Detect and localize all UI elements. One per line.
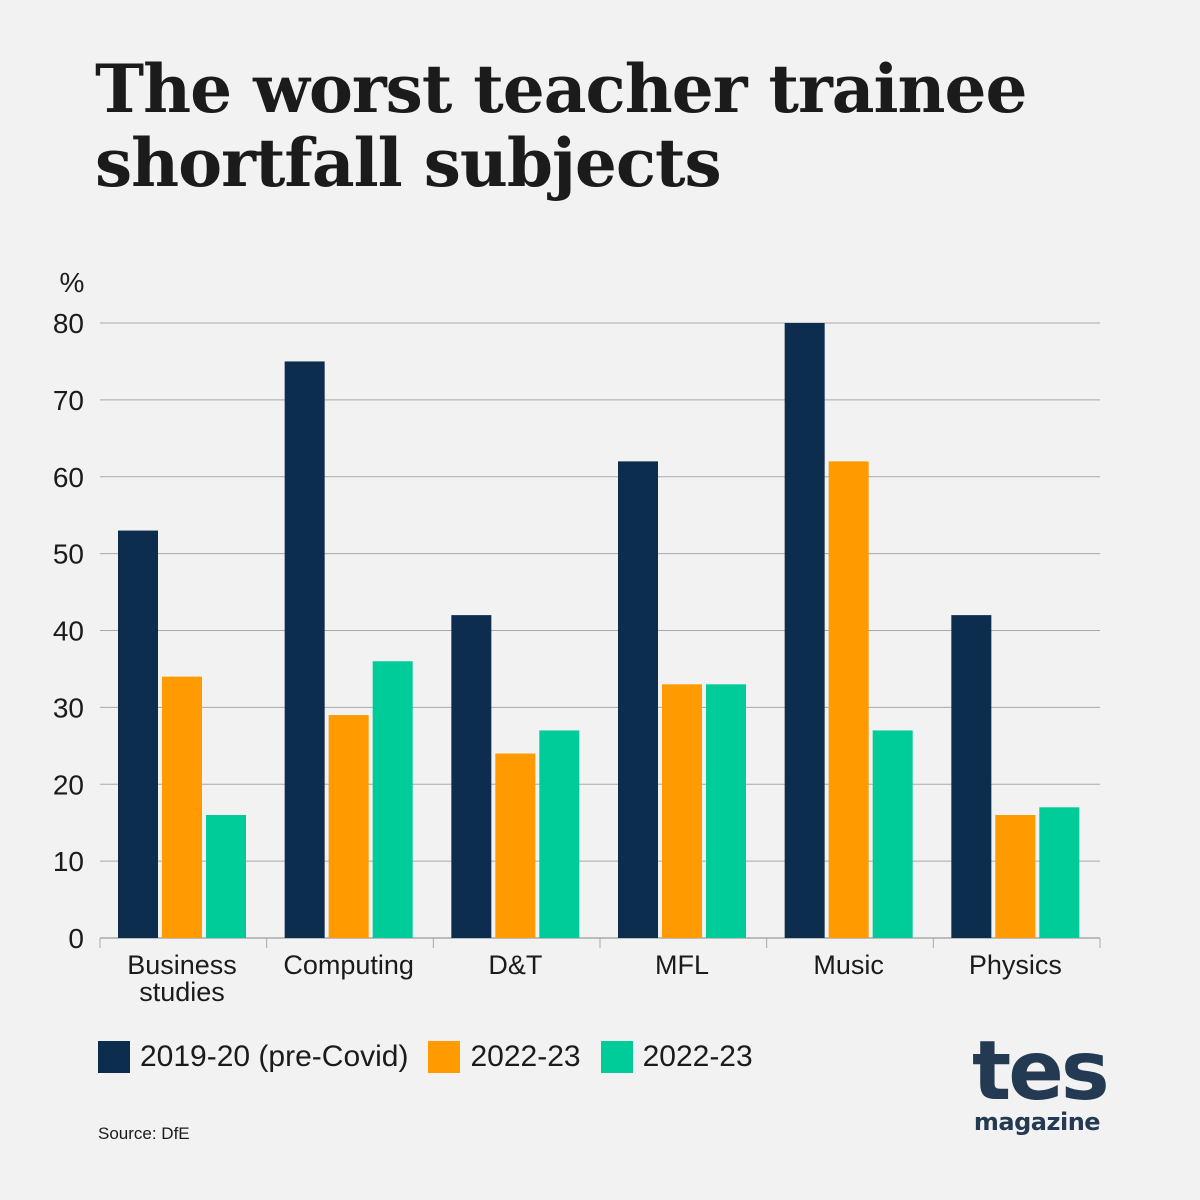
- grid-lines: [100, 322, 1100, 939]
- y-tick-label: 70: [53, 385, 84, 416]
- bar: [872, 730, 913, 938]
- y-tick-label: 10: [53, 846, 84, 877]
- legend-label: 2022-23: [470, 1040, 581, 1073]
- bar: [706, 684, 746, 938]
- x-tick-label: studies: [139, 977, 225, 1007]
- y-tick-label: 30: [53, 692, 84, 723]
- bar: [784, 323, 825, 938]
- logo-subtitle: magazine: [973, 1108, 1101, 1136]
- y-tick-label: 20: [53, 769, 84, 800]
- bar: [118, 530, 158, 938]
- legend-label: 2022-23: [642, 1040, 753, 1073]
- x-tick-label: Physics: [969, 950, 1062, 980]
- bar: [951, 615, 992, 938]
- bar: [451, 615, 492, 938]
- bar: [284, 361, 325, 938]
- bar: [495, 753, 536, 938]
- bar: [539, 730, 580, 938]
- source-note: Source: DfE: [98, 1124, 190, 1143]
- bar: [328, 715, 369, 938]
- x-tick-label: MFL: [655, 950, 709, 980]
- legend: 2019-20 (pre-Covid) 2022-23 2022-23: [98, 1040, 773, 1074]
- legend-item: 2022-23: [600, 1040, 753, 1074]
- bar: [372, 661, 413, 938]
- x-tick-label: Music: [813, 950, 884, 980]
- x-tick-label: Business: [127, 950, 237, 980]
- legend-swatch: [600, 1041, 633, 1073]
- legend-label: 2019-20 (pre-Covid): [140, 1040, 409, 1073]
- x-tick-label: D&T: [488, 950, 542, 980]
- legend-swatch: [98, 1041, 130, 1073]
- legend-swatch: [428, 1041, 461, 1073]
- legend-item: 2019-20 (pre-Covid): [98, 1040, 408, 1074]
- bar: [662, 684, 702, 938]
- logo-wordmark: tes: [972, 1024, 1110, 1119]
- bar: [618, 461, 658, 938]
- y-axis-label: %: [60, 267, 85, 298]
- bar: [162, 676, 202, 938]
- y-tick-label: 40: [53, 616, 84, 647]
- bar: [828, 461, 869, 938]
- bars: [118, 323, 1080, 938]
- legend-item: 2022-23: [428, 1040, 581, 1074]
- y-tick-label: 80: [53, 308, 84, 339]
- bar: [1039, 807, 1080, 938]
- y-tick-label: 60: [53, 462, 84, 493]
- y-tick-label: 0: [68, 923, 84, 954]
- bar: [995, 815, 1036, 938]
- bar: [206, 815, 246, 938]
- y-tick-label: 50: [53, 539, 84, 570]
- chart-title: The worst teacher trainee shortfall subj…: [95, 50, 1028, 202]
- x-tick-label: Computing: [283, 950, 414, 980]
- tes-magazine-logo: tes magazine: [972, 1024, 1110, 1136]
